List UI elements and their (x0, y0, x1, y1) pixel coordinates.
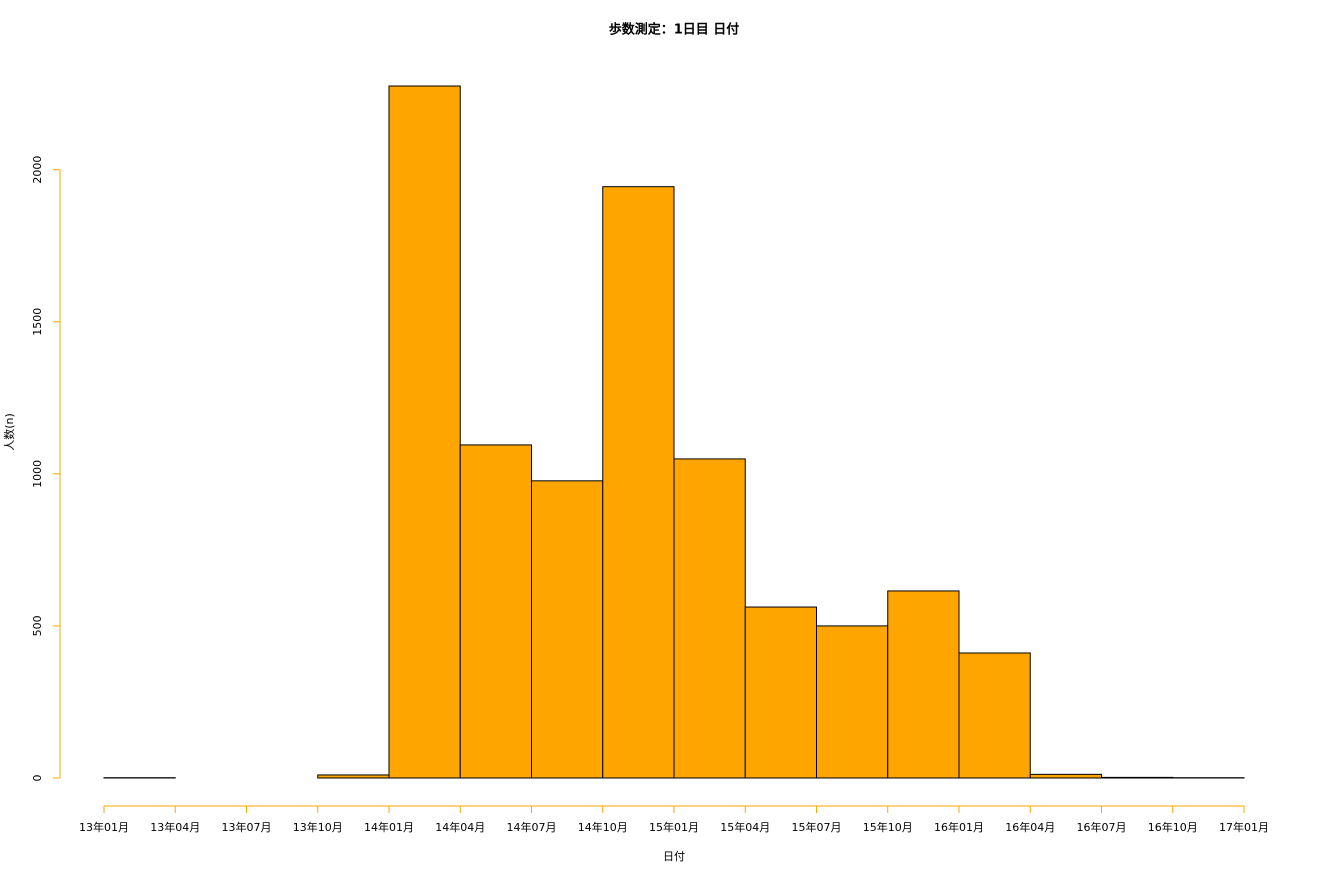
bar (531, 480, 604, 779)
bar (958, 652, 1031, 779)
x-tick-label: 14年07月 (507, 820, 557, 834)
chart-title: 歩数測定：1日目 日付 (609, 22, 740, 38)
x-tick-label: 13年04月 (150, 820, 200, 834)
x-tick-label: 13年01月 (79, 820, 129, 834)
bar (887, 590, 960, 779)
y-axis-label: 人数(n) (3, 413, 16, 451)
x-tick-label: 15年07月 (792, 820, 842, 834)
x-tick-label: 15年10月 (863, 820, 913, 834)
x-tick-label: 14年01月 (364, 820, 414, 834)
x-tick-label: 17年01月 (1219, 820, 1269, 834)
bar (317, 774, 390, 779)
x-tick-label: 13年07月 (222, 820, 272, 834)
x-tick-label: 16年10月 (1148, 820, 1198, 834)
bar (816, 625, 889, 779)
x-axis-label: 日付 (663, 850, 685, 863)
y-tick-label: 500 (31, 615, 44, 636)
x-tick-label: 16年04月 (1005, 820, 1055, 834)
x-tick-label: 15年04月 (720, 820, 770, 834)
y-tick-label: 0 (31, 775, 44, 782)
bar (673, 458, 746, 779)
bar (1029, 773, 1102, 779)
y-tick-label: 2000 (31, 156, 44, 184)
x-tick-label: 16年01月 (934, 820, 984, 834)
x-tick-label: 13年10月 (293, 820, 343, 834)
x-tick-label: 15年01月 (649, 820, 699, 834)
y-tick-label: 1500 (31, 308, 44, 336)
bar (388, 85, 461, 779)
x-tick-label: 16年07月 (1077, 820, 1127, 834)
x-tick-label: 14年10月 (578, 820, 628, 834)
bar (744, 606, 817, 779)
y-tick-label: 1000 (31, 460, 44, 488)
bar (459, 444, 532, 779)
bar (602, 186, 675, 779)
bar (1101, 776, 1174, 779)
x-tick-label: 14年04月 (435, 820, 485, 834)
